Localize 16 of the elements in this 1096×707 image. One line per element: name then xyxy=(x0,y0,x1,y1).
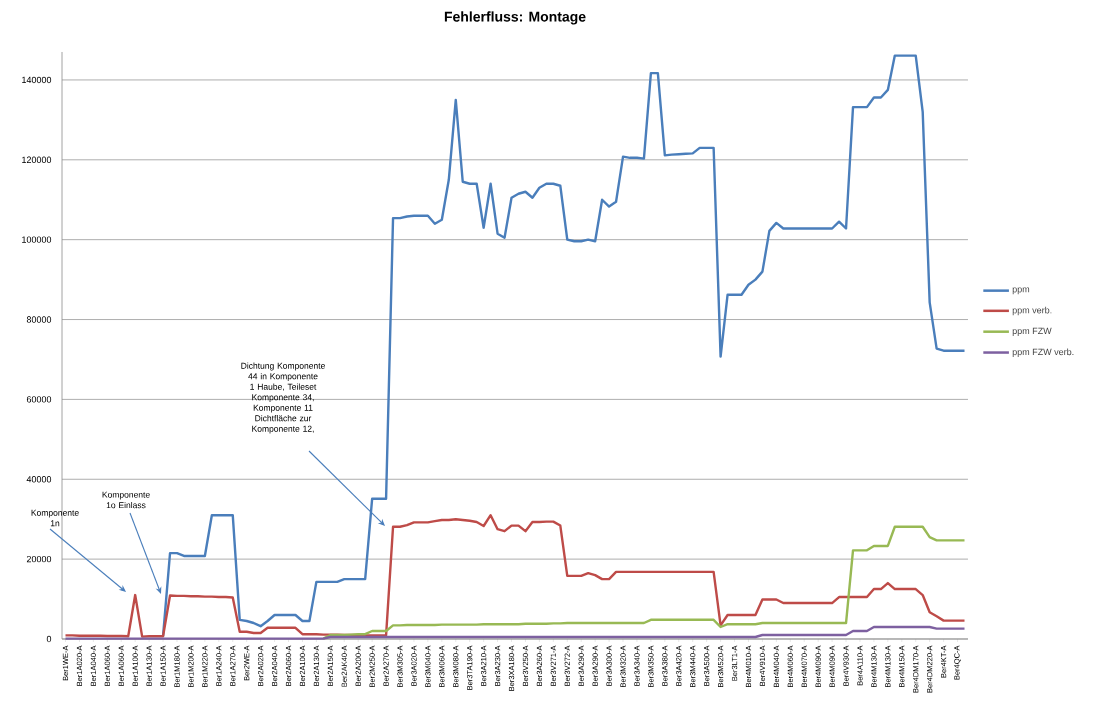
y-tick-label: 40000 xyxy=(26,476,52,483)
legend-label: ppm FZW xyxy=(1012,327,1052,336)
y-tick-label: 140000 xyxy=(22,76,52,84)
legend-label: ppm xyxy=(1012,287,1030,295)
y-tick-label: 20000 xyxy=(26,555,52,563)
annotation: Komponente 1o Einlass xyxy=(102,491,150,509)
y-tick-label: 100000 xyxy=(22,236,52,243)
y-tick-label: 60000 xyxy=(26,396,52,403)
y-tick-label: 120000 xyxy=(22,156,52,163)
legend-label: ppm FZW verb. xyxy=(1012,348,1074,357)
annotation: Dichtung Komponente 44 in Komponente 1 Haube, Teileset Komponente 34, Komponente 11 Dichtfläche zur Komponente 12, xyxy=(241,362,325,434)
y-tick-label: 80000 xyxy=(26,316,52,323)
y-tick-label: 0 xyxy=(46,635,52,643)
chart-title: Fehlerfluss: Montage xyxy=(444,11,586,25)
legend-label: ppm verb. xyxy=(1012,306,1052,316)
annotation: Komponente 1n xyxy=(31,509,79,527)
